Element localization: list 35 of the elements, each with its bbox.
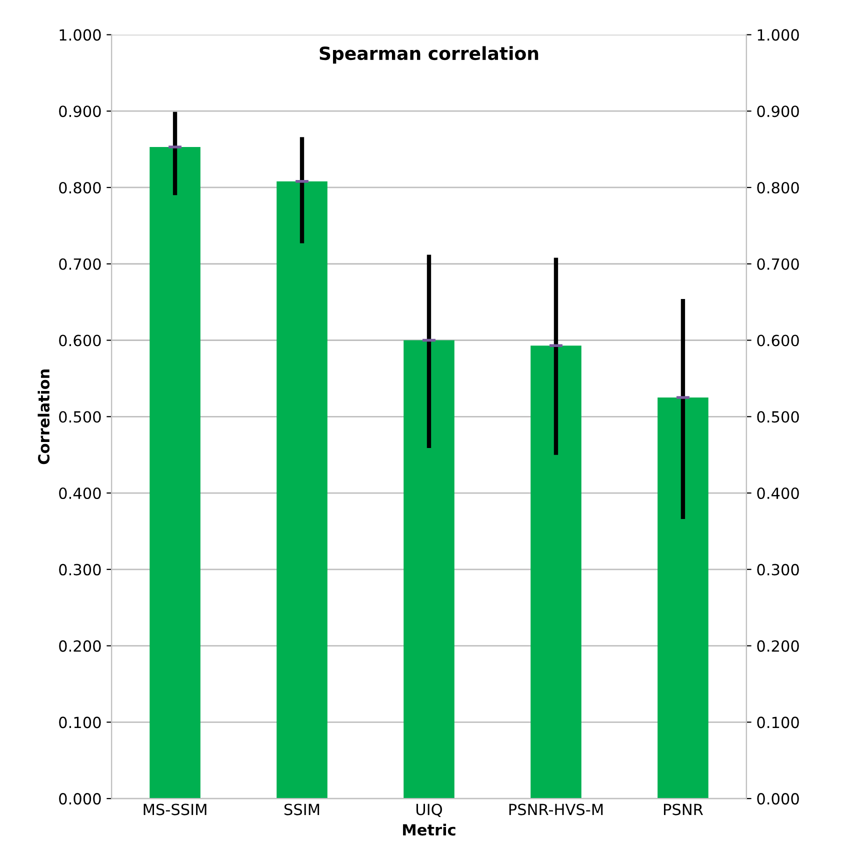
y2-tick-label: 0.200 [757,640,799,652]
y2-tick-label: 0.000 [757,793,799,805]
y-tick-label: 0.300 [59,564,101,576]
y-tick-label: 0.900 [59,106,101,118]
y-tick-label: 0.400 [59,487,101,500]
y2-tick-label: 0.300 [757,564,799,576]
y-tick-label: 0.200 [59,640,101,652]
x-tick-label: MS-SSIM [144,804,206,816]
y2-tick-label: 1.000 [758,29,799,41]
y2-tick-label: 0.600 [757,334,799,346]
y2-tick-label: 0.900 [757,106,799,118]
y-axis-title: Correlation [38,370,50,464]
x-tick-label: PSNR-HVS-M [509,804,603,816]
y-tick-label: 0.800 [59,182,101,194]
x-tick-label: UIQ [416,804,442,817]
text: Spearman correlation [320,46,538,64]
bar [150,147,200,799]
y2-tick-label: 0.800 [757,182,799,194]
bar [276,181,328,799]
y-tick-label: 0.100 [59,716,101,728]
bar [530,346,582,799]
y2-tick-label: 0.100 [757,716,799,728]
x-tick-label: SSIM [284,804,320,816]
y2-tick-label: 0.500 [757,411,799,423]
y-tick-label: 0.500 [59,411,101,423]
x-axis-title: Metric [403,824,456,836]
bar [404,340,454,799]
y-tick-label: 0.600 [59,334,101,346]
bar [658,398,708,799]
y-tick-label: 0.700 [59,258,101,270]
x-tick-label: PSNR [664,804,704,816]
y2-tick-label: 0.700 [757,258,799,270]
y2-tick-label: 0.400 [757,487,799,500]
y-tick-label: 0.000 [59,793,101,805]
y-tick-label: 1.000 [60,29,101,41]
